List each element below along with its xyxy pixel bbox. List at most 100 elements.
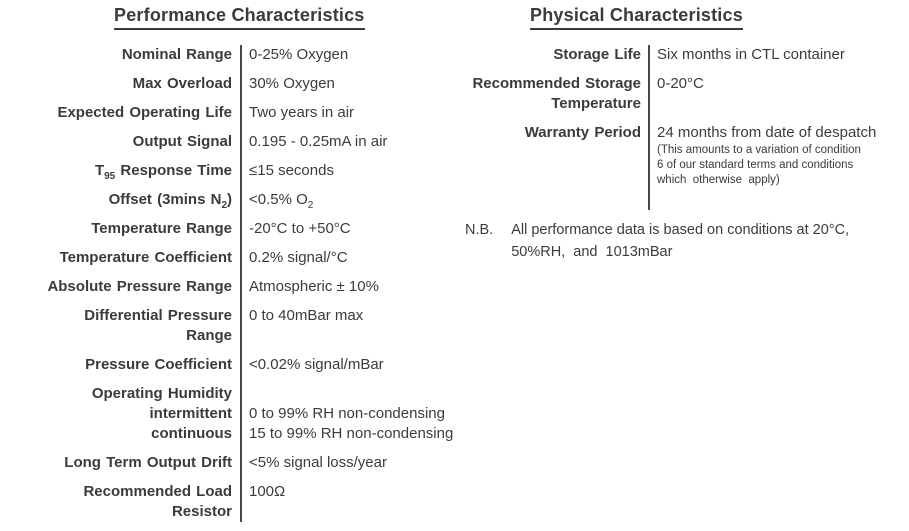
label-line: T95 Response Time (94, 162, 232, 182)
label-line: Max Overload (132, 75, 232, 92)
row-value: Six months in CTL container (657, 45, 845, 65)
table-row: Differential Pressure Range 0 to 40mBar ma… (0, 306, 455, 346)
value-line: 0 to 40mBar max (249, 307, 364, 324)
row-label: Pressure Coefficient (0, 355, 232, 375)
row-value: 0 to 99% RH non-condensing 15 to 99% RH n… (249, 384, 453, 444)
row-label: Temperature Coefficient (0, 248, 232, 268)
table-row: Operating Humidity intermittent continuous… (0, 384, 455, 444)
row-value: 0.2% signal/°C (249, 248, 348, 268)
table-row: Max Overload 30% Oxygen (0, 74, 455, 94)
label-line: Expected Operating Life (57, 104, 232, 121)
row-value: Atmospheric ± 10% (249, 277, 379, 297)
label-line: Output Signal (132, 133, 232, 150)
label-line: Operating Humidity (91, 385, 232, 402)
value-line: 0.2% signal/°C (249, 249, 348, 266)
row-label: Recommended Load Resistor (0, 482, 232, 522)
table-row: Expected Operating Life Two years in air (0, 103, 455, 123)
value-small-line: which otherwise apply) (657, 174, 780, 186)
physical-table: Storage Life Six months in CTL container R… (445, 45, 909, 210)
table-row: Long Term Output Drift <5% signal loss/ye… (0, 453, 455, 473)
row-label: Recommended Storage Temperature (445, 74, 641, 114)
value-line: ≤15 seconds (249, 162, 334, 179)
nb-note: N.B. All performance data is based on co… (465, 219, 849, 263)
table-row: Absolute Pressure Range Atmospheric ± 10% (0, 277, 455, 297)
value-line: <0.02% signal/mBar (249, 356, 384, 373)
table-row: Offset (3mins N2) <0.5% O2 (0, 190, 455, 211)
value-line: <5% signal loss/year (249, 454, 387, 471)
label-line: Temperature Coefficient (59, 249, 232, 266)
value-line: 0.195 - 0.25mA in air (249, 133, 388, 150)
performance-table-divider (240, 45, 242, 522)
performance-table: Nominal Range 0-25% Oxygen Max Overload 30%… (0, 45, 455, 531)
label-line: Storage Life (553, 46, 641, 63)
row-label: Offset (3mins N2) (0, 190, 232, 211)
row-label: Operating Humidity intermittent continuous (0, 384, 232, 444)
nb-note-prefix: N.B. (465, 222, 494, 238)
physical-characteristics-title: Physical Characteristics (530, 5, 743, 30)
row-label: T95 Response Time (0, 161, 232, 182)
row-label: Expected Operating Life (0, 103, 232, 123)
row-value: 0 to 40mBar max (249, 306, 363, 346)
table-row: Storage Life Six months in CTL container (445, 45, 909, 65)
row-label: Output Signal (0, 132, 232, 152)
nb-note-lines: All performance data is based on conditi… (511, 219, 849, 263)
label-line: Nominal Range (121, 46, 232, 63)
table-row: Recommended Load Resistor 100Ω (0, 482, 455, 522)
row-label: Absolute Pressure Range (0, 277, 232, 297)
physical-table-divider (648, 45, 650, 210)
table-row: Output Signal 0.195 - 0.25mA in air (0, 132, 455, 152)
label-line: Differential Pressure (84, 307, 232, 324)
row-value: Two years in air (249, 103, 354, 123)
row-label: Temperature Range (0, 219, 232, 239)
row-value: 100Ω (249, 482, 285, 522)
table-row: Pressure Coefficient <0.02% signal/mBar (0, 355, 455, 375)
label-line: Resistor (171, 503, 232, 520)
row-label: Long Term Output Drift (0, 453, 232, 473)
label-line: Recommended Load (83, 483, 232, 500)
row-value: -20°C to +50°C (249, 219, 351, 239)
label-line: Range (186, 327, 232, 344)
value-small-line: 6 of our standard terms and conditions (657, 159, 854, 171)
value-line: -20°C to +50°C (249, 220, 351, 237)
table-row: Recommended Storage Temperature 0-20°C (445, 74, 909, 114)
label-line: Offset (3mins N2) (108, 191, 232, 211)
row-label: Nominal Range (0, 45, 232, 65)
row-value: 0-25% Oxygen (249, 45, 348, 65)
performance-rows: Nominal Range 0-25% Oxygen Max Overload 30%… (0, 45, 455, 522)
table-row: Temperature Range -20°C to +50°C (0, 219, 455, 239)
row-label: Differential Pressure Range (0, 306, 232, 346)
value-line: Atmospheric ± 10% (249, 278, 379, 295)
label-line: Long Term Output Drift (64, 454, 232, 471)
value-line (249, 384, 453, 404)
row-label: Warranty Period (445, 123, 641, 188)
row-value: ≤15 seconds (249, 161, 334, 181)
row-value: 0-20°C (657, 74, 704, 114)
table-row: T95 Response Time ≤15 seconds (0, 161, 455, 182)
value-line: 30% Oxygen (249, 75, 335, 92)
table-row: Warranty Period 24 months from date of de… (445, 123, 909, 188)
label-line: Temperature Range (91, 220, 232, 237)
row-label: Max Overload (0, 74, 232, 94)
table-row: Temperature Coefficient 0.2% signal/°C (0, 248, 455, 268)
label-line: continuous (151, 425, 232, 442)
label-line: Recommended Storage (472, 75, 641, 92)
value-small-line: (This amounts to a variation of conditio… (657, 144, 861, 156)
row-value: 0.195 - 0.25mA in air (249, 132, 387, 152)
value-line: 0-20°C (657, 75, 704, 92)
table-row: Nominal Range 0-25% Oxygen (0, 45, 455, 65)
label-line: intermittent (149, 405, 233, 422)
nb-note-line: All performance data is based on conditi… (511, 222, 850, 238)
row-value: <5% signal loss/year (249, 453, 387, 473)
value-line: <0.5% O2 (249, 191, 314, 211)
value-line: 0 to 99% RH non-condensing (249, 405, 445, 422)
value-line: 15 to 99% RH non-condensing (249, 425, 454, 442)
row-label: Storage Life (445, 45, 641, 65)
row-value: <0.02% signal/mBar (249, 355, 384, 375)
row-value: 24 months from date of despatch (This amo… (657, 123, 876, 188)
performance-characteristics-title: Performance Characteristics (114, 5, 365, 30)
value-line: 0-25% Oxygen (249, 46, 349, 63)
physical-rows: Storage Life Six months in CTL container R… (445, 45, 909, 188)
label-line: Pressure Coefficient (85, 356, 232, 373)
value-line: Six months in CTL container (657, 46, 845, 63)
